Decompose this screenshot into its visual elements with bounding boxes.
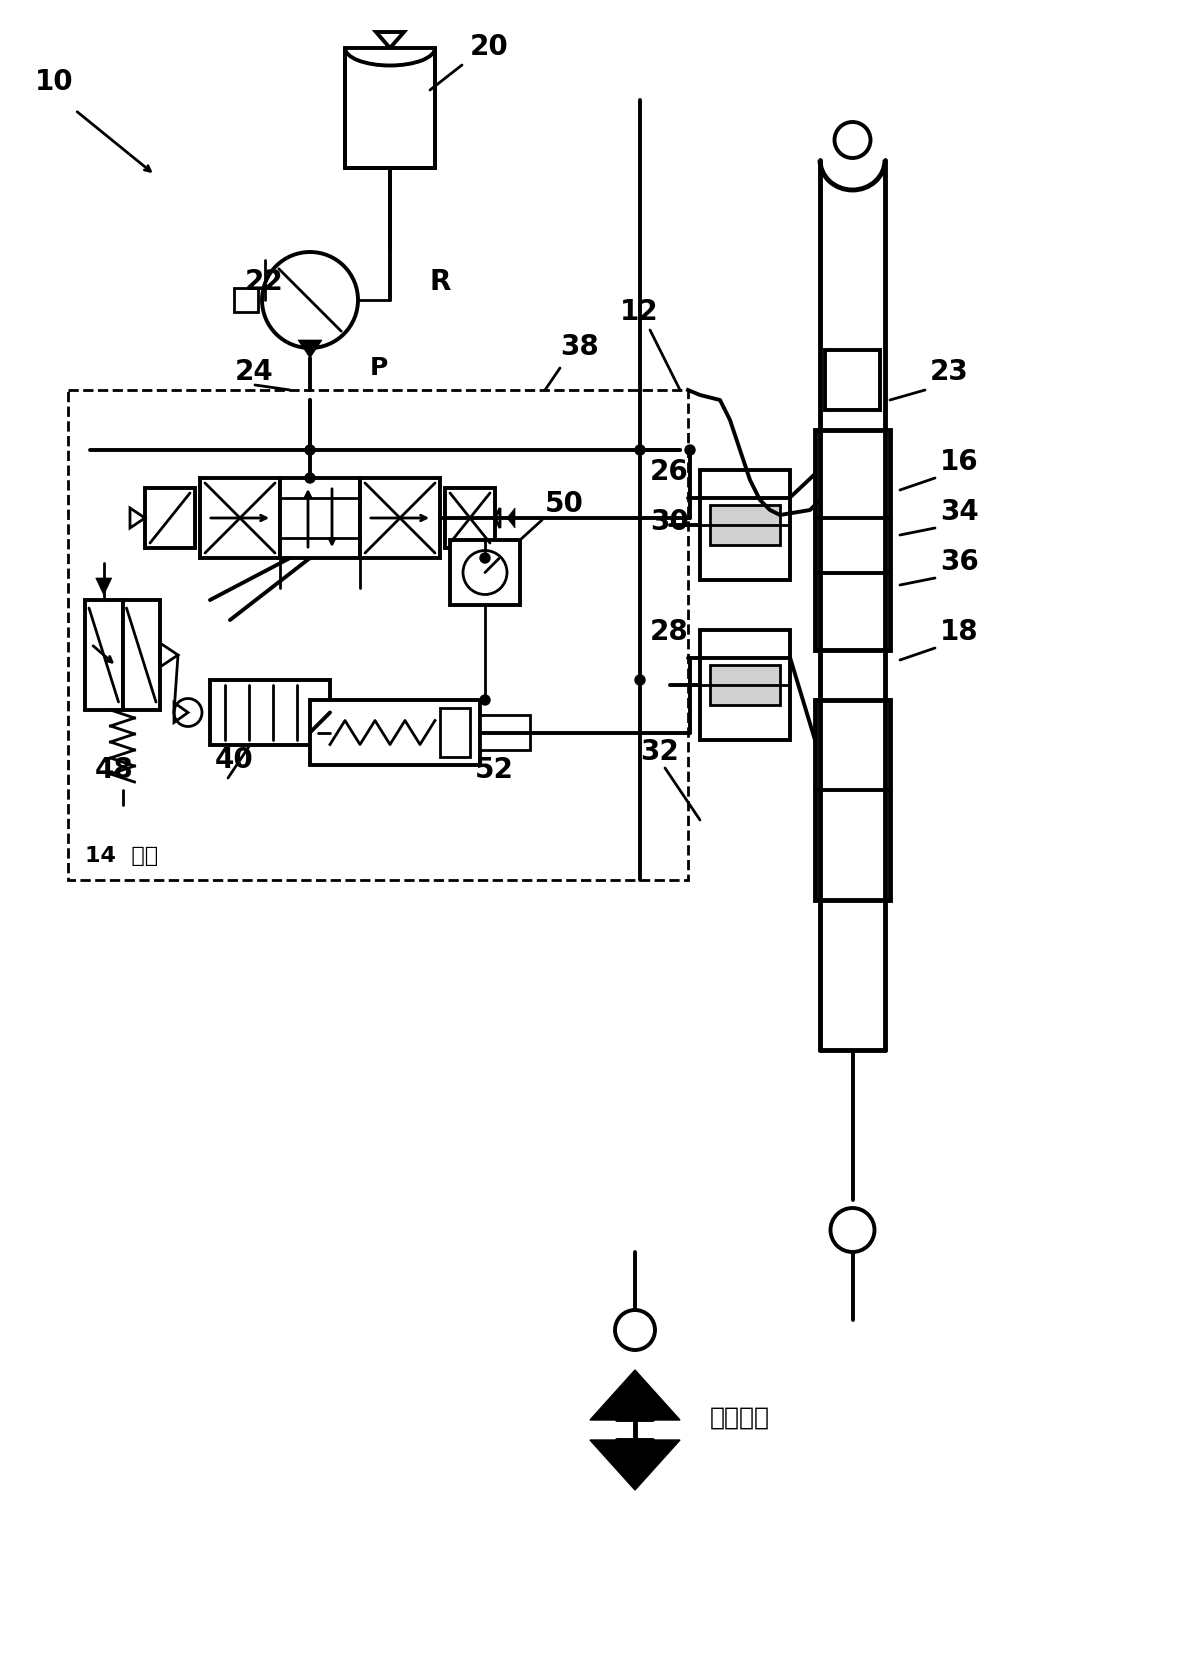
Text: P: P [370,355,388,380]
Bar [360,479,440,559]
Bar [815,430,890,651]
Polygon shape [298,340,322,359]
Text: 52: 52 [475,756,514,784]
Polygon shape [95,579,112,595]
Circle shape [305,474,315,484]
Bar [440,707,470,757]
Polygon shape [590,1369,680,1419]
Text: 32: 32 [640,737,679,766]
Bar [210,681,330,746]
Bar [200,479,279,559]
Bar [825,350,880,410]
Text: 28: 28 [650,619,689,646]
Circle shape [305,445,315,455]
Text: 36: 36 [940,549,979,575]
Bar [710,666,780,706]
Bar [85,600,123,711]
Bar [700,470,790,580]
Text: 16: 16 [940,449,979,475]
Bar [450,540,520,605]
Bar [710,505,780,545]
Polygon shape [590,1439,680,1490]
Text: 50: 50 [545,490,584,519]
Bar [145,489,195,549]
Text: 20: 20 [470,33,509,62]
Text: 38: 38 [560,334,599,360]
Text: 34: 34 [940,499,979,525]
Bar [345,48,435,168]
Text: 48: 48 [95,756,133,784]
Text: 10: 10 [35,68,73,97]
Text: 14  歧管: 14 歧管 [85,846,158,866]
Bar [480,716,531,751]
Text: 30: 30 [650,509,689,535]
Text: 12: 12 [620,299,659,325]
Text: 40: 40 [215,746,253,774]
Polygon shape [507,509,515,529]
Bar [444,489,495,549]
Circle shape [480,554,490,564]
Circle shape [480,696,490,706]
Text: 22: 22 [245,269,284,295]
Bar [310,701,480,766]
Text: R: R [430,269,452,295]
Text: 空气负载: 空气负载 [710,1406,770,1429]
Bar [815,701,890,901]
Text: 23: 23 [930,359,969,385]
Bar [700,631,790,741]
Circle shape [685,445,694,455]
Text: 24: 24 [235,359,274,385]
Circle shape [635,445,645,455]
Bar [123,600,160,711]
Bar [279,479,360,559]
Circle shape [635,676,645,686]
Bar [233,289,258,312]
Text: 26: 26 [650,459,689,485]
Bar [68,390,689,881]
Text: 18: 18 [940,619,979,646]
